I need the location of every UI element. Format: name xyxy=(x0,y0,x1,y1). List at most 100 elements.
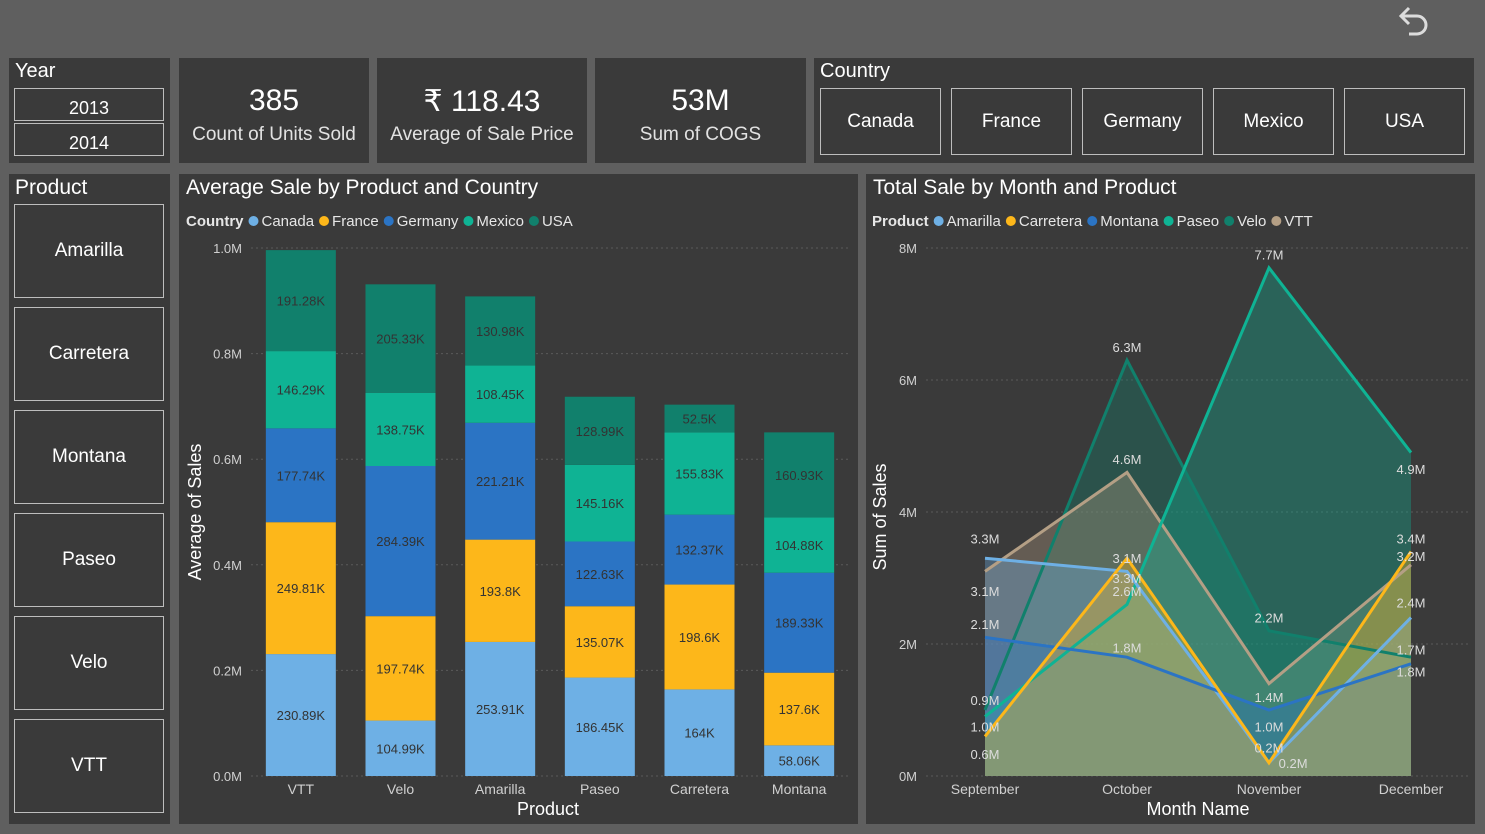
country-option-france[interactable]: France xyxy=(951,88,1072,155)
bar-segment xyxy=(764,745,835,776)
area-chart-panel: Total Sale by Month and Product Product Am… xyxy=(866,174,1475,824)
x-tick-label: December xyxy=(1379,781,1444,797)
y-axis-title: Sum of Sales xyxy=(870,463,890,570)
bar-segment xyxy=(265,654,336,776)
y-tick-label: 0.8M xyxy=(213,347,242,362)
legend-marker xyxy=(248,216,259,226)
product-option-amarilla[interactable]: Amarilla xyxy=(14,204,164,298)
product-option-carretera[interactable]: Carretera xyxy=(14,307,164,401)
y-tick-label: 0.2M xyxy=(213,663,242,678)
legend-marker xyxy=(1224,216,1235,226)
country-slicer-title: Country xyxy=(820,60,891,82)
bar-segment xyxy=(365,392,436,467)
legend-label: Paseo xyxy=(1177,213,1220,230)
kpi-label: Sum of COGS xyxy=(639,124,762,145)
year-option-2014[interactable]: 2014 xyxy=(14,123,164,156)
bar-segment xyxy=(664,584,735,690)
data-label: 3.2M xyxy=(1397,549,1426,564)
series-area xyxy=(985,551,1411,776)
area-chart: Total Sale by Month and Product Product Am… xyxy=(870,176,1469,819)
country-option-usa[interactable]: USA xyxy=(1344,88,1465,155)
data-label: 128.99K xyxy=(576,424,625,439)
country-option-mexico[interactable]: Mexico xyxy=(1213,88,1334,155)
product-option-montana[interactable]: Montana xyxy=(14,410,164,504)
y-tick-label: 6M xyxy=(899,373,917,388)
series-line xyxy=(984,264,1413,718)
series-line xyxy=(984,470,1412,686)
data-label: 3.1M xyxy=(971,584,1000,599)
data-label: 4.9M xyxy=(1397,462,1426,477)
y-tick-label: 1.0M xyxy=(213,241,242,256)
legend-label: Amarilla xyxy=(947,213,1002,230)
bar-segment xyxy=(564,606,635,678)
bar-segment xyxy=(564,677,635,776)
legend-label: Montana xyxy=(1100,213,1159,230)
legend-marker xyxy=(528,216,539,226)
data-label: 130.98K xyxy=(476,324,525,339)
country-slicer: Country Canada France Germany Mexico USA xyxy=(814,58,1474,163)
series-line xyxy=(984,556,1413,766)
kpi-label: Count of Units Sold xyxy=(192,124,356,145)
product-option-velo[interactable]: Velo xyxy=(14,616,164,710)
legend-marker xyxy=(1087,216,1098,226)
data-label: 146.29K xyxy=(277,383,326,398)
country-option-canada[interactable]: Canada xyxy=(820,88,941,155)
legend-label: Mexico xyxy=(476,213,524,230)
data-label: 58.06K xyxy=(779,754,821,769)
year-option-2013[interactable]: 2013 xyxy=(14,88,164,121)
data-label: 0.9M xyxy=(971,693,1000,708)
product-slicer: Product Amarilla Carretera Montana Paseo… xyxy=(9,174,170,824)
y-tick-label: 0.6M xyxy=(213,452,242,467)
data-label: 230.89K xyxy=(277,708,326,723)
x-tick-label: Montana xyxy=(772,781,827,797)
chart-title: Total Sale by Month and Product xyxy=(873,176,1177,199)
data-label: 0.2M xyxy=(1279,756,1308,771)
bar-chart-panel: Average Sale by Product and Country Count… xyxy=(179,174,858,824)
x-tick-label: Amarilla xyxy=(475,781,526,797)
data-label: 1.0M xyxy=(971,720,1000,735)
year-slicer-title: Year xyxy=(15,60,56,82)
legend-label: Germany xyxy=(397,213,459,230)
product-option-vtt[interactable]: VTT xyxy=(14,719,164,813)
data-label: 3.4M xyxy=(1397,531,1426,546)
data-label: 145.16K xyxy=(576,496,625,511)
y-axis-title: Average of Sales xyxy=(185,444,205,581)
data-label: 52.5K xyxy=(683,412,717,427)
bar-segment xyxy=(465,365,536,423)
legend-title: Country xyxy=(186,213,244,230)
kpi-card-units-sold: 385 Count of Units Sold xyxy=(179,58,369,163)
x-tick-label: Carretera xyxy=(670,781,729,797)
x-tick-label: Paseo xyxy=(580,781,620,797)
country-option-germany[interactable]: Germany xyxy=(1082,88,1203,155)
legend-marker xyxy=(319,216,330,226)
series-area xyxy=(985,360,1411,776)
x-axis-title: Month Name xyxy=(1146,799,1249,819)
bar-segment xyxy=(664,689,735,776)
year-slicer: Year 2013 2014 xyxy=(9,58,170,163)
legend-label: USA xyxy=(542,213,573,230)
data-label: 191.28K xyxy=(277,294,326,309)
series-area xyxy=(985,472,1411,776)
y-tick-label: 8M xyxy=(899,241,917,256)
data-label: 132.37K xyxy=(675,543,724,558)
data-label: 0.2M xyxy=(1255,741,1284,756)
product-option-paseo[interactable]: Paseo xyxy=(14,513,164,607)
undo-icon[interactable] xyxy=(1393,2,1433,42)
bar-segment xyxy=(265,428,336,523)
kpi-value: 53M xyxy=(671,84,730,117)
data-label: 221.21K xyxy=(476,474,525,489)
legend-marker xyxy=(1005,216,1016,226)
bar-segment xyxy=(564,396,635,465)
x-tick-label: October xyxy=(1102,781,1152,797)
data-label: 138.75K xyxy=(376,422,425,437)
data-label: 160.93K xyxy=(775,468,824,483)
legend-title: Product xyxy=(872,213,929,230)
data-label: 249.81K xyxy=(277,581,326,596)
data-label: 137.6K xyxy=(779,702,821,717)
data-label: 2.6M xyxy=(1113,584,1142,599)
legend-marker xyxy=(1163,216,1174,226)
x-tick-label: VTT xyxy=(288,781,315,797)
bar-segment xyxy=(365,466,436,617)
data-label: 155.83K xyxy=(675,467,724,482)
bar-segment xyxy=(365,284,436,393)
